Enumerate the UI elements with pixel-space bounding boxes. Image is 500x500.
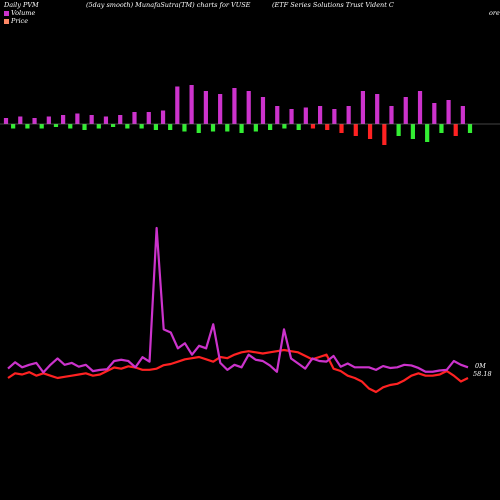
pvm-bar <box>132 112 137 124</box>
pvm-bar <box>110 124 116 127</box>
pvm-bar <box>417 91 423 124</box>
pvm-bar <box>375 94 380 124</box>
pvm-bar <box>425 124 430 142</box>
pvm-bar <box>275 106 280 124</box>
price-end-label: 58.18 <box>473 370 492 378</box>
pvm-bar <box>296 124 301 130</box>
pvm-bar <box>225 124 230 132</box>
pvm-bar <box>96 124 101 129</box>
pvm-bar <box>268 124 273 130</box>
pvm-bar <box>317 106 323 124</box>
pvm-bar <box>32 118 37 124</box>
pvm-bar <box>18 116 23 124</box>
pvm-bar <box>89 115 94 124</box>
chart-subtitle: (5day smooth) MunafaSutra(TM) charts for… <box>86 1 251 9</box>
legend-volume: Volume <box>4 9 35 17</box>
pvm-bar <box>139 124 144 129</box>
pvm-bar <box>39 124 44 129</box>
legend-price-swatch <box>4 18 9 24</box>
pvm-bar <box>282 124 287 129</box>
pvm-bar <box>68 124 73 129</box>
pvm-bar <box>75 113 80 124</box>
pvm-bar <box>346 106 351 124</box>
volume-end-label: 0M <box>475 362 486 370</box>
pvm-bar <box>232 88 237 124</box>
legend-volume-swatch <box>4 10 9 16</box>
pvm-bar <box>25 124 30 129</box>
pvm-bar <box>246 91 251 124</box>
pvm-bar <box>203 91 208 124</box>
pvm-bar <box>396 124 401 136</box>
pvm-bar <box>160 110 166 124</box>
pvm-bar <box>189 85 194 124</box>
pvm-bar <box>339 124 344 133</box>
pvm-bar <box>196 124 201 133</box>
pvm-bar <box>218 94 223 124</box>
pvm-bar <box>11 124 16 129</box>
pvm-bar <box>389 106 394 124</box>
legend-price: Price <box>4 17 28 25</box>
pvm-bar <box>439 124 444 133</box>
pvm-bar <box>403 97 408 124</box>
pvm-bar <box>175 86 180 124</box>
pvm-bar <box>61 115 66 124</box>
pvm-bar <box>253 124 258 132</box>
pvm-bar <box>103 116 109 124</box>
legend-volume-label: Volume <box>11 9 36 17</box>
pvm-bar <box>118 115 123 124</box>
pvm-bar <box>382 124 387 145</box>
chart-period-label: Daily PVM <box>4 1 39 9</box>
pvm-bar <box>289 109 294 124</box>
chart-company-name: (ETF Series Solutions Trust Vident C <box>272 1 394 9</box>
pvm-bar <box>353 124 358 136</box>
pvm-bar <box>3 118 9 124</box>
pvm-bar <box>367 124 373 139</box>
pvm-bar <box>310 124 316 129</box>
pvm-bar <box>360 91 366 124</box>
pvm-bar <box>168 124 173 130</box>
pvm-bar <box>239 124 244 133</box>
pvm-bars <box>3 85 473 145</box>
pvm-bar <box>153 124 159 130</box>
pvm-bar <box>210 124 216 132</box>
pvm-bar <box>82 124 87 130</box>
pvm-bar <box>467 124 473 133</box>
pvm-bar <box>446 100 451 124</box>
pvm-bar <box>182 124 187 132</box>
price-line <box>7 348 469 394</box>
pvm-bar <box>46 116 51 124</box>
pvm-bar <box>260 97 266 124</box>
pvm-bar <box>432 103 437 124</box>
pvm-bar <box>125 124 130 129</box>
legend-price-label: Price <box>11 17 29 25</box>
pvm-bar <box>410 124 415 139</box>
pvm-bar <box>453 124 458 136</box>
pvm-bar <box>460 106 465 124</box>
volume-line <box>7 226 469 374</box>
pvm-bar <box>303 107 308 124</box>
pvm-bar <box>146 112 151 124</box>
pvm-bar <box>325 124 330 130</box>
chart-company-name-overflow: ore <box>489 9 500 17</box>
pvm-bar <box>53 124 59 127</box>
pvm-bar <box>332 109 337 124</box>
